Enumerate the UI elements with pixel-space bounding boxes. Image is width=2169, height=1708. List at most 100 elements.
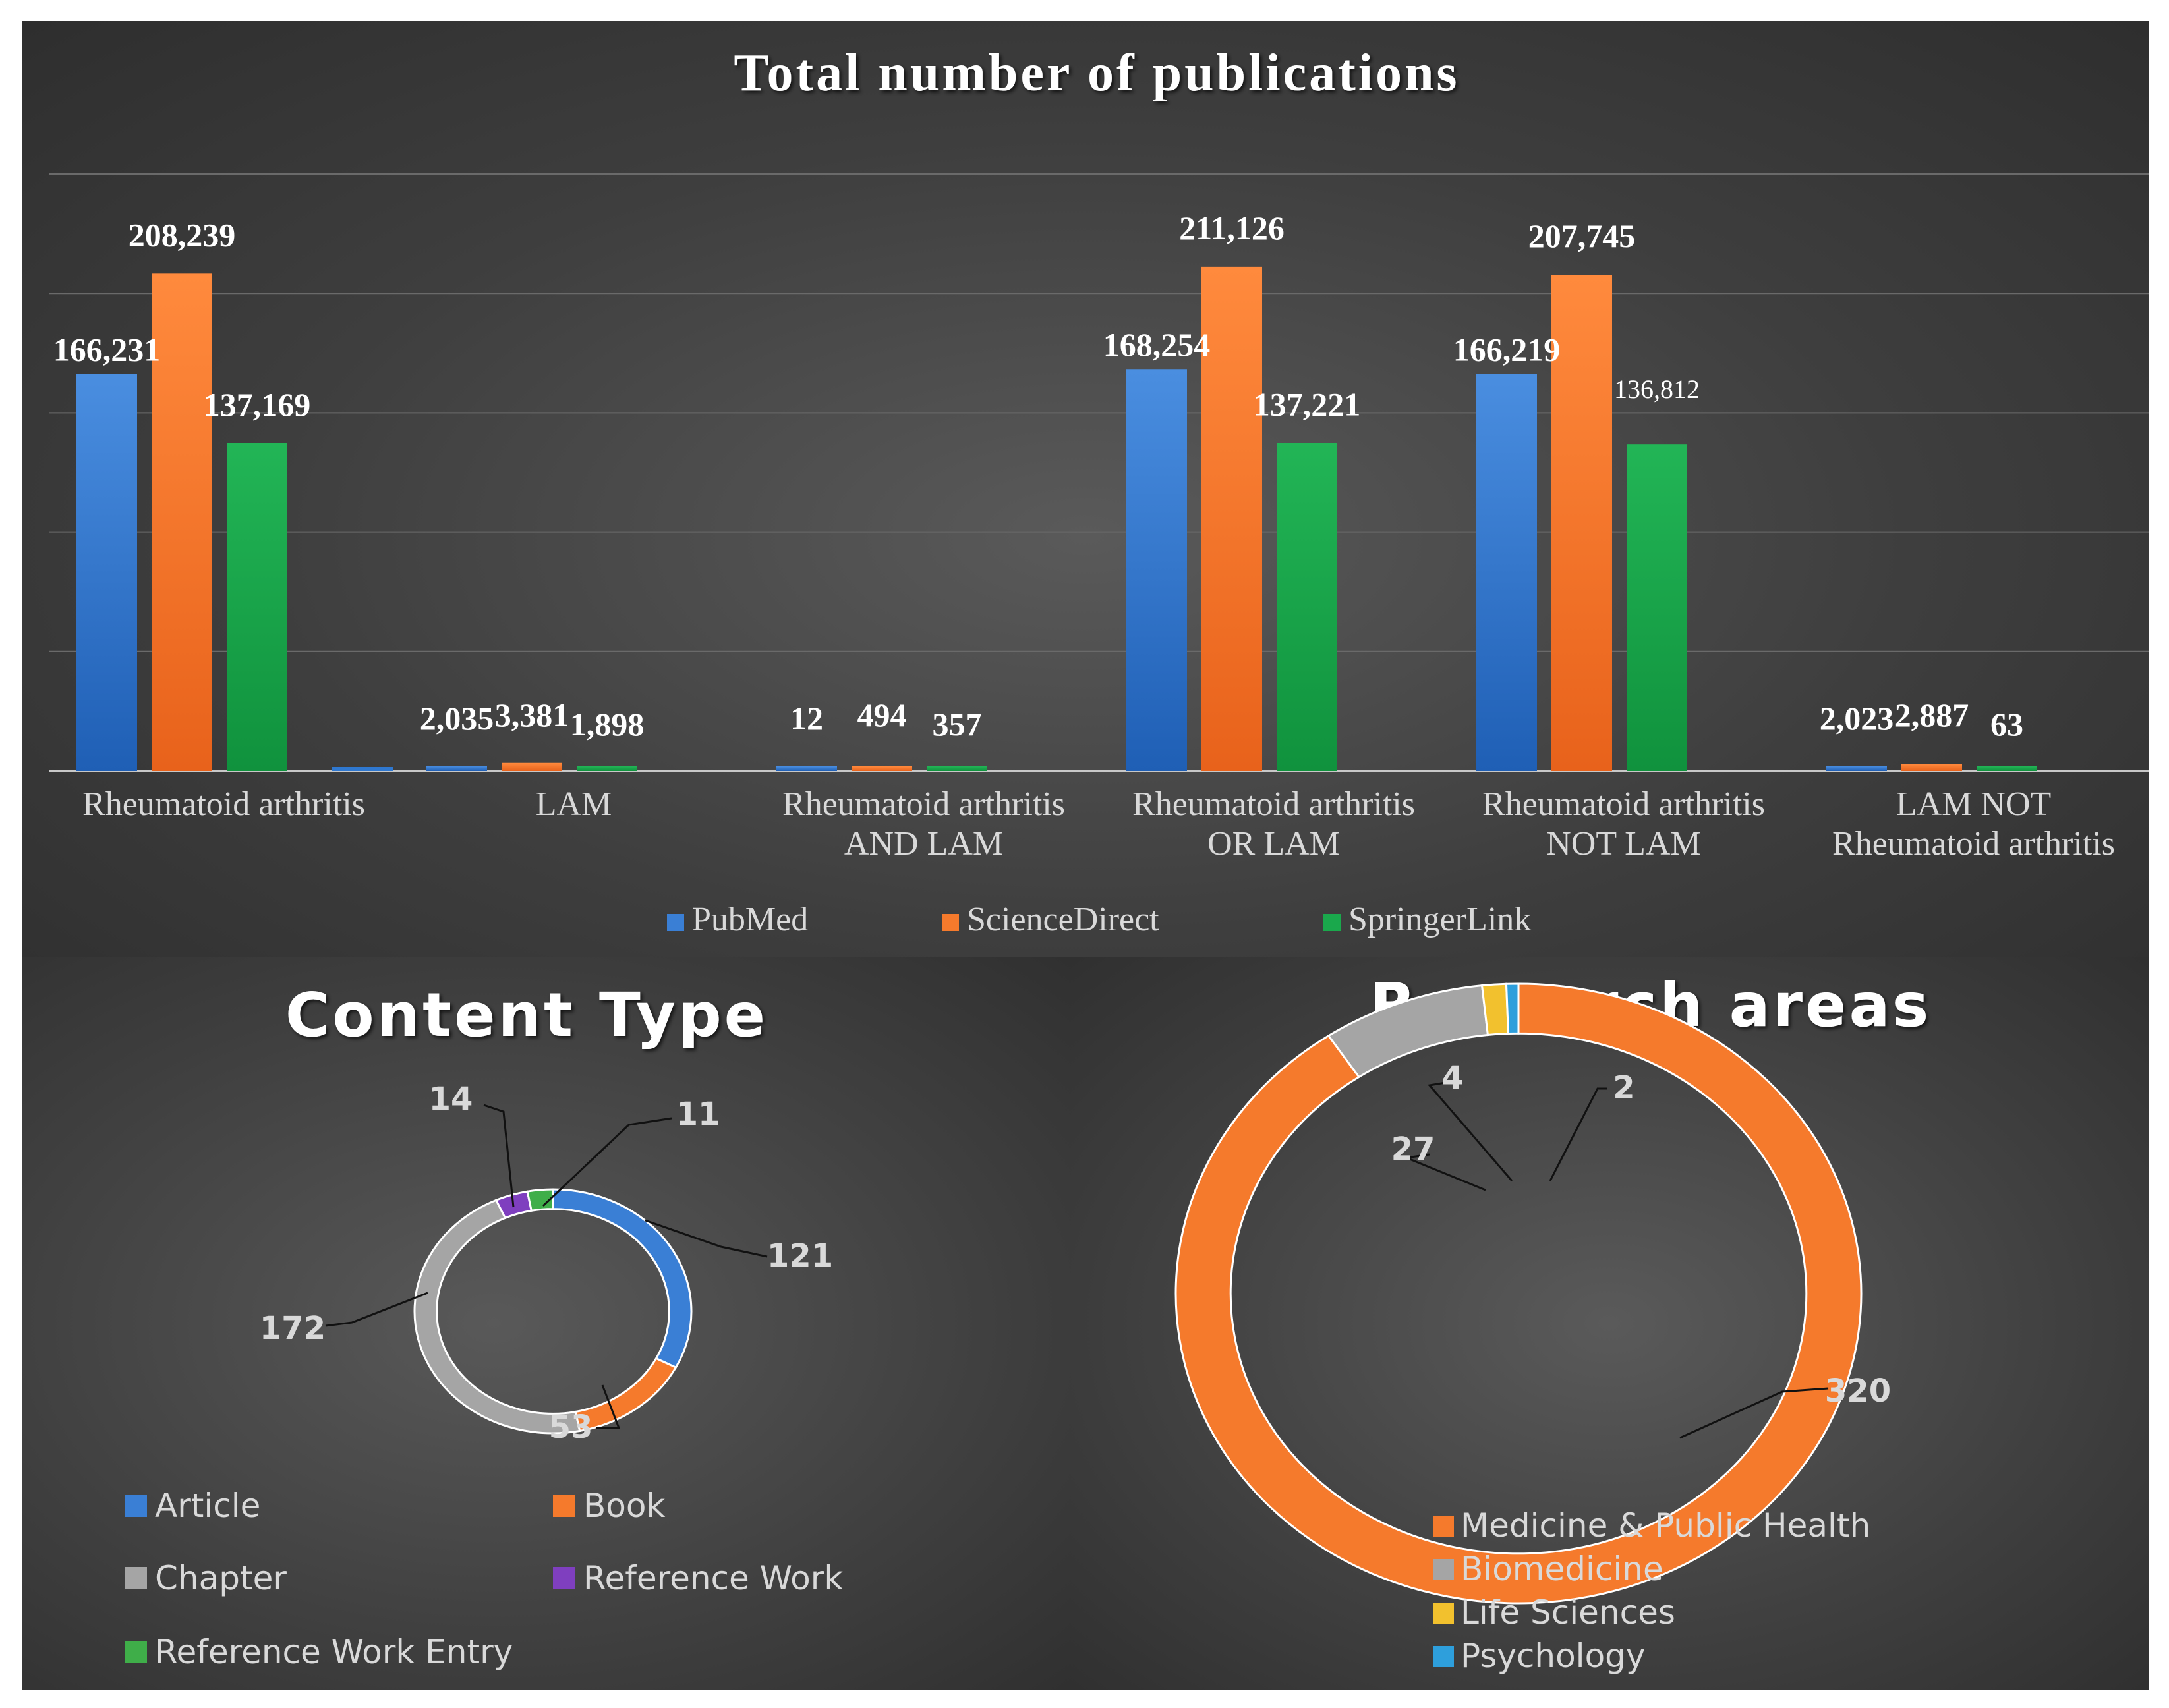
legend-swatch [1433,1646,1454,1667]
bar-chart: Total number of publications 166,231 208,… [49,44,2149,938]
legend-label: ScienceDirect [967,901,1159,938]
slice-medicine-public-health [1174,982,1863,1605]
category-label: Rheumatoid arthritis [1132,785,1415,823]
legend-item-reference-work: Reference Work [553,1559,843,1597]
bar-sciencedirect-rheumatoid-arthritis [152,273,212,771]
data-label: 137,221 [1254,386,1361,423]
category-label: AND LAM [844,825,1003,863]
bar-springerlink-rheumatoid-arthritis-not-lam [1627,444,1687,771]
category-labels: Rheumatoid arthritis LAM Rheumatoid arthri… [82,785,2115,863]
legend-label: Life Sciences [1460,1593,1675,1632]
callout-line [1428,1081,1513,1181]
callout-label: 14 [429,1081,473,1118]
data-labels: 166,231 208,239 137,169 2,035 3,381 1,898 12 49… [53,210,2023,743]
legend-label: Reference Work Entry [155,1633,513,1671]
slice-article [552,1188,693,1369]
category-label: Rheumatoid arthritis [1482,785,1765,823]
bars [76,266,2037,772]
callout-label: 320 [1825,1373,1891,1409]
legend-label: Book [583,1487,665,1525]
bar-pubmed-rheumatoid-arthritis-and-lam [776,766,837,771]
callout-line [1679,1387,1829,1439]
category-label: Rheumatoid arthritis [82,785,365,823]
bar-sciencedirect-lam-not-rheumatoid-arthritis [1901,764,1962,771]
category-label: Rheumatoid arthritis [1832,825,2115,863]
callout-label: 121 [767,1238,833,1274]
bar-springerlink-rheumatoid-arthritis-and-lam [927,766,987,771]
data-label: 166,231 [53,331,161,368]
callout-label: 53 [549,1409,593,1446]
data-label: 12 [790,700,823,737]
legend-swatch [1433,1559,1454,1580]
legend-swatch [125,1567,147,1589]
data-label: 168,254 [1103,326,1211,363]
callout-line [645,1219,768,1258]
data-label: 211,126 [1179,210,1285,246]
legend-label: Reference Work [583,1559,843,1597]
legend-swatch [125,1494,147,1517]
legend-label: Chapter [155,1559,287,1597]
content-type-panel: Content Type 121 53 172 14 11 Article Book Cha… [22,957,1070,1690]
callout-line [483,1104,515,1208]
bar-springerlink-rheumatoid-arthritis [227,443,287,771]
callout-line [1403,1153,1486,1191]
legend-label: SpringerLink [1348,901,1531,938]
legend-swatch [1433,1603,1454,1624]
slice-biomedicine [1327,984,1489,1079]
bar-pubmed-rheumatoid-arthritis-or-lam [1126,369,1187,771]
bar-springerlink-lam-not-rheumatoid-arthritis [1977,766,2037,771]
gridlines [49,173,2149,772]
data-label: 3,381 [495,697,569,733]
slice-reference-work-entry [526,1188,554,1212]
research-areas-callouts: 320 274 2 [1391,1060,1891,1439]
category-label: Rheumatoid arthritis [782,785,1065,823]
callout-line [1549,1087,1607,1181]
legend-swatch [553,1494,575,1517]
bar-pubmed-rheumatoid-arthritis-not-lam [1476,374,1537,771]
data-label: 2,887 [1895,697,1969,733]
slice-psychology [1505,982,1520,1035]
bar-sciencedirect-rheumatoid-arthritis-or-lam [1201,266,1262,771]
data-label: 63 [1990,706,2023,743]
category-label: LAM [536,785,612,823]
callout-line [542,1117,672,1207]
callout-line [325,1292,428,1327]
bar-pubmed-lam [426,766,487,771]
bar-springerlink-lam [577,766,637,771]
bar-pubmed-rheumatoid-arthritis [76,374,137,771]
legend-label: Medicine & Public Health [1460,1506,1870,1545]
category-label: NOT LAM [1546,825,1700,863]
data-label: 2,023 [1820,700,1894,737]
legend-item-psychology: Psychology [1433,1637,1646,1675]
research-areas-legend: Medicine & Public Health Biomedicine Life … [1433,1506,1870,1675]
legend-item-book: Book [553,1487,665,1525]
callout-label: 172 [260,1310,326,1347]
legend-item-chapter: Chapter [125,1559,287,1597]
legend-item-biomedicine: Biomedicine [1433,1550,1663,1588]
slice-chapter [413,1199,581,1435]
legend-swatch [125,1641,147,1663]
legend-label: Biomedicine [1460,1550,1663,1588]
callout-label: 4 [1441,1060,1463,1096]
legend-label: Article [155,1487,260,1525]
data-label: 208,239 [129,216,236,253]
content-type-chart: Content Type 121 53 172 14 11 Article Book Cha… [125,980,843,1671]
bar-chart-panel: Total number of publications 166,231 208,… [22,21,2149,957]
legend-item-sciencedirect: ScienceDirect [942,901,1159,938]
data-label: 137,169 [204,386,311,423]
data-label: 1,898 [570,706,645,743]
data-label: 207,745 [1528,217,1636,254]
baseline-stub [332,767,393,771]
content-type-donut [413,1188,693,1435]
legend-item-springerlink: SpringerLink [1323,901,1531,938]
research-areas-donut [1174,982,1863,1605]
bar-sciencedirect-lam [502,762,562,771]
content-type-title: Content Type [285,980,768,1050]
research-areas-panel: Research areas 320 27 4 2 Medicine & Public… [1070,957,2149,1690]
bar-pubmed-lam-not-rheumatoid-arthritis [1826,766,1887,771]
data-label: 166,219 [1453,331,1561,368]
legend-item-reference-work-entry: Reference Work Entry [125,1633,513,1671]
legend-swatch [667,914,684,931]
legend-swatch [942,914,959,931]
